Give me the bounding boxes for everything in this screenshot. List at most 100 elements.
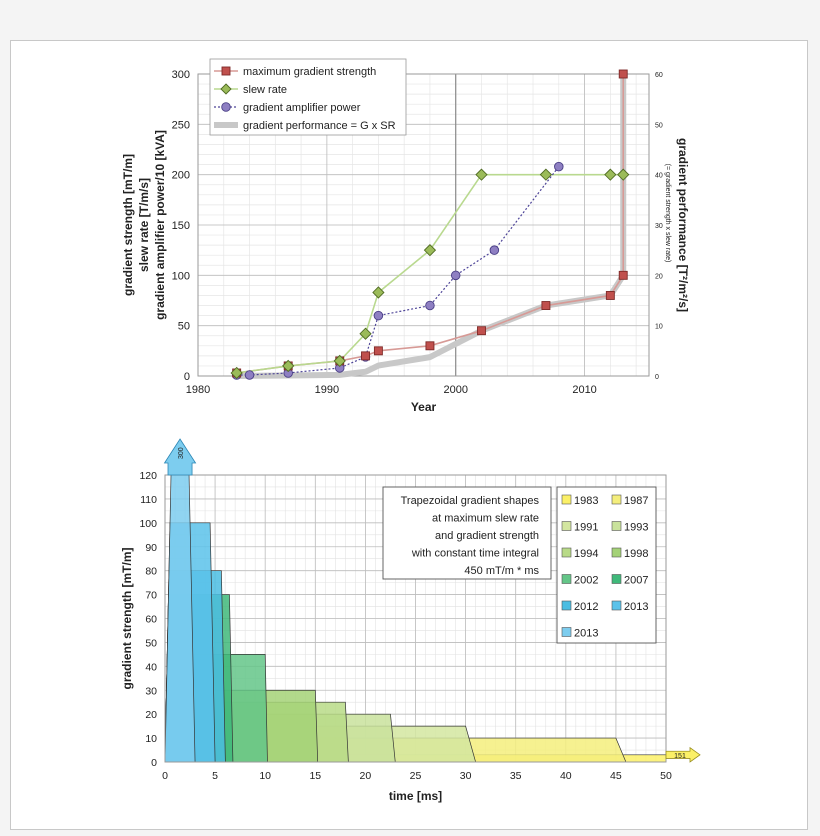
point-slew-rate [359,327,372,340]
point-slew-rate [423,244,437,257]
y-tick-label: 40 [145,661,157,673]
plot-frame [197,73,650,377]
point-slew-rate [604,168,617,181]
y-tick-label: 0 [151,757,157,769]
y2-axis-label: gradient performance [T²/m²/s] [676,138,690,312]
point-slew-rate [230,366,243,380]
legend-label: 2013 [574,628,598,640]
x-tick-label: 0 [162,770,168,782]
legend-label: 2012 [574,601,598,613]
timeline-chart: 0 50 100 150 200 250 300 0 10 20 30 40 50 60 1980 1990 2… [121,58,690,414]
x-tick-label: 5 [212,770,218,782]
point-gradient-strength [361,351,370,361]
series-line-amplifier-power [236,166,560,376]
x-tick-label: 1980 [186,384,210,396]
legend-swatch-1983 [561,494,572,505]
y2-tick-label: 10 [655,324,663,331]
y2-axis-sublabel: (= gradient strength x slew rate) [664,164,671,263]
legend-label: maximum gradient strength [243,66,376,78]
x-tick-label: 25 [410,770,422,782]
trapezoid-2013 [165,475,196,762]
y-tick-label: 120 [139,470,157,482]
x-tick-label: 30 [460,770,472,782]
point-amplifier-power [244,370,255,380]
legend-marker-slew-rate [220,83,232,95]
annotation-line: at maximum slew rate [432,513,539,525]
y-tick-label: 50 [145,637,157,649]
point-slew-rate [475,168,488,181]
point-gradient-strength [618,270,628,280]
y-axis-label: gradient strength [mT/m] [121,154,135,296]
y-tick-label: 200 [172,170,190,182]
annotation-box: Trapezoidal gradient shapes at maximum sl… [382,486,552,580]
y-tick-label: 150 [172,220,190,232]
point-slew-rate [539,168,553,181]
y-tick-label: 250 [172,119,190,131]
legend-label: 1983 [574,495,598,507]
point-amplifier-power [554,161,564,172]
x-tick-label: 35 [510,770,522,782]
x-tick-label: 20 [360,770,372,782]
legend-box [556,486,657,644]
legend-label: 2013 [624,601,648,613]
point-gradient-strength [605,291,615,300]
annotation-line: Trapezoidal gradient shapes [401,495,540,507]
y-tick-label: 90 [145,542,157,554]
x-tick-label: 40 [560,770,572,782]
legend-label: gradient amplifier power [243,102,361,114]
point-amplifier-power [489,245,500,255]
legend-swatch-1998 [611,547,622,558]
overflow-arrow-right [665,746,701,763]
legend-marker-gradient-strength [221,66,231,76]
y2-tick-label: 40 [655,173,663,180]
legend-label: gradient performance = G x SR [243,120,396,132]
annotation-frame [382,486,552,580]
point-gradient-strength [425,341,435,351]
y2-tick-label: 50 [655,122,663,129]
legend-trapezoid: 1983 1987 1991 1993 1994 1998 2002 2007 2012 2013… [556,486,657,644]
y-axis-label: slew rate [T/m/s] [137,178,151,272]
x-tick-label: 10 [259,770,271,782]
trapezoid-chart: 300 151 0 10 20 30 40 50 60 70 80 90 100 110 120 0 5 10 15… [120,438,701,803]
y2-tick-label: 60 [655,72,663,79]
y2-tick-label: 30 [655,223,663,230]
annotation-line: with constant time integral [411,548,539,560]
point-gradient-strength [477,326,486,336]
trapezoid-layer [165,475,666,762]
legend-label: 1993 [624,522,648,534]
overflow-label-top: 300 [178,447,185,459]
y-tick-label: 110 [140,494,157,506]
legend-label: 1987 [624,495,648,507]
x-axis-label: time [ms] [389,789,442,803]
x-tick-label: 1990 [315,384,339,396]
legend-swatch-1994 [561,547,572,558]
legend-label: slew rate [243,84,287,96]
y-tick-label: 100 [139,518,157,530]
plot-frame [164,474,667,763]
annotation-line: 450 mT/m * ms [464,565,539,577]
point-amplifier-power [373,310,384,321]
y-tick-label: 30 [145,685,157,697]
y-tick-label: 80 [145,566,157,578]
point-slew-rate [282,359,295,373]
y-tick-label: 100 [172,270,190,282]
legend-swatch-2002 [561,574,572,584]
legend-label: 2007 [624,575,648,587]
point-amplifier-power [450,270,461,281]
y-tick-label: 20 [145,709,157,721]
legend-label: 1998 [624,548,648,560]
y-tick-label: 50 [178,321,190,333]
y-tick-label: 0 [184,371,190,383]
figure-frame: 0 50 100 150 200 250 300 0 10 20 30 40 50 60 1980 1990 2… [10,40,808,830]
legend-label: 1991 [574,522,598,534]
x-tick-label: 50 [660,770,672,782]
point-slew-rate [372,286,385,299]
y-axis-label: gradient amplifier power/10 [kVA] [153,130,167,320]
point-slew-rate [617,168,630,181]
legend-swatch-1987 [611,494,622,505]
legend-label: 1994 [574,548,598,560]
point-amplifier-power [425,300,435,311]
legend-marker-amplifier-power [221,102,231,112]
x-tick-label: 45 [610,770,622,782]
